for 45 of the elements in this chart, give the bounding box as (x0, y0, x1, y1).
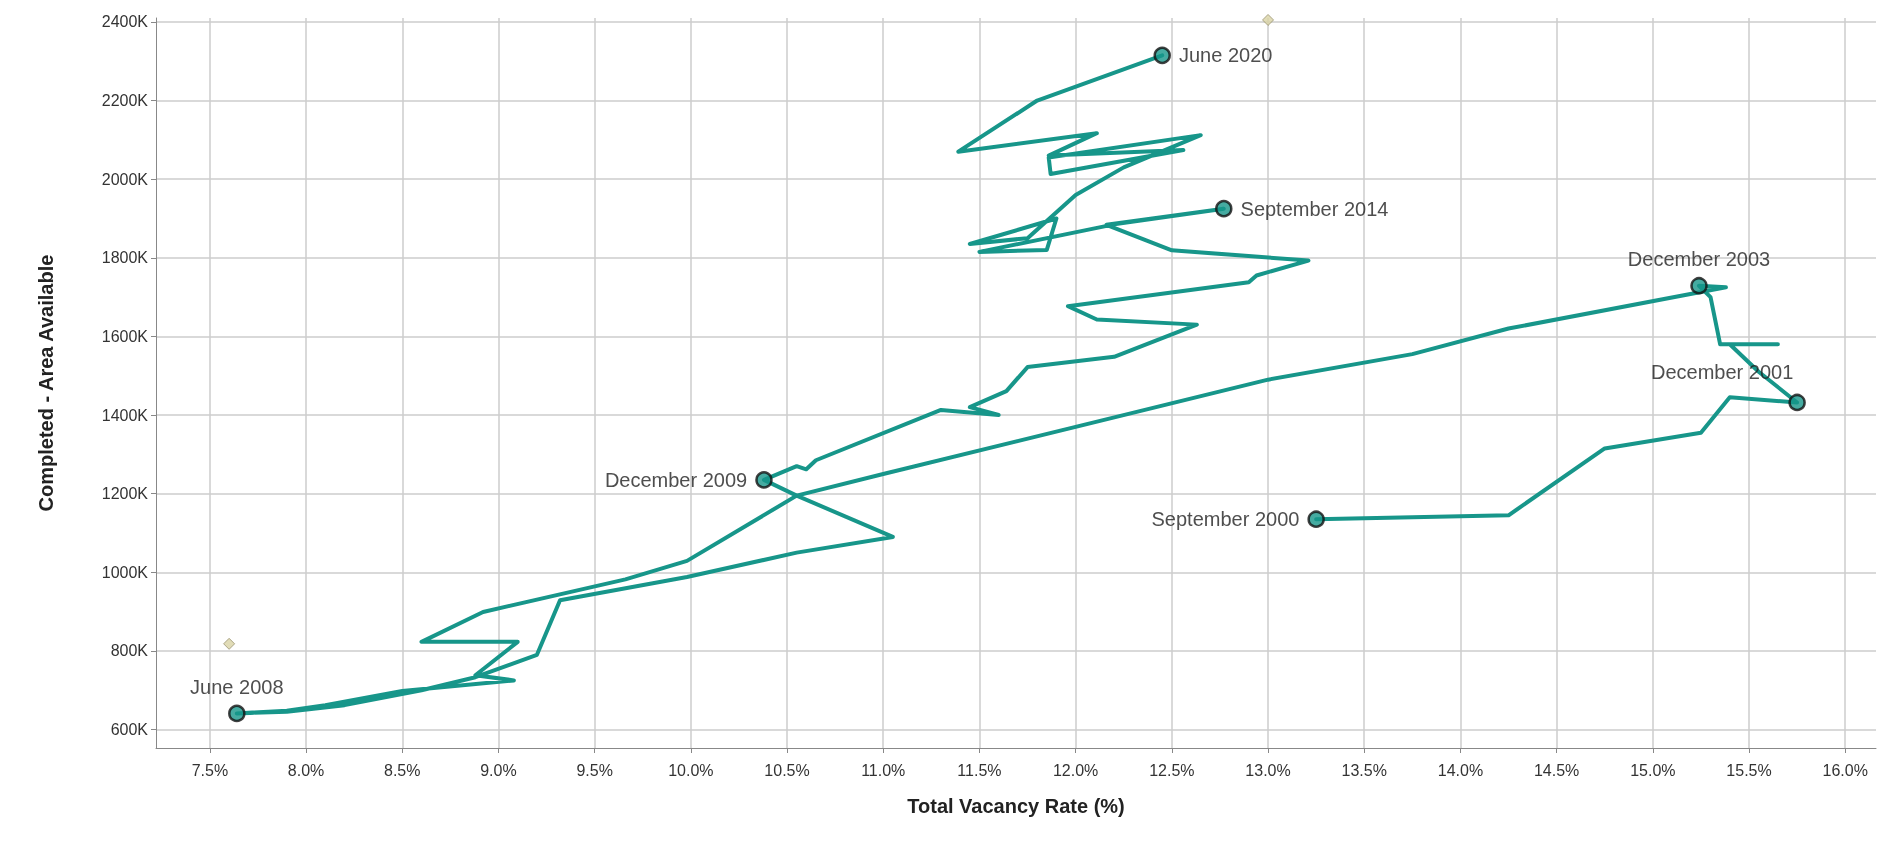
y-tick-label: 1000K (101, 563, 149, 581)
y-tick-label: 2200K (101, 92, 149, 110)
x-tick-label: 14.5% (1533, 761, 1580, 779)
x-tick-label: 10.5% (764, 761, 810, 779)
y-tick-label: 2400K (101, 13, 149, 31)
point (1215, 199, 1233, 218)
annotation: June 2008 (190, 675, 284, 698)
x-tick-label: 11.5% (957, 761, 1002, 779)
annotation: December 2003 (1627, 247, 1771, 270)
y-tick-label: 1400K (101, 406, 149, 424)
y-tick-label: 1800K (101, 249, 149, 267)
y-tick-label: 800K (110, 642, 149, 660)
x-tick-label: 12.5% (1149, 761, 1195, 779)
point (228, 704, 246, 723)
annotation: September 2014 (1240, 197, 1389, 220)
x-tick-label: 15.5% (1726, 761, 1772, 779)
annotation: September 2000 (1151, 508, 1300, 531)
x-tick-label: 10.0% (668, 761, 714, 779)
x-tick-label: 9.0% (480, 761, 517, 779)
point (223, 637, 236, 650)
y-axis-title: Completed - Area Available (35, 254, 57, 512)
x-tick-label: 8.5% (384, 761, 421, 779)
y-tick-label: 1600K (101, 327, 149, 345)
annotation: December 2009 (604, 468, 748, 491)
x-tick-label: 16.0% (1822, 761, 1868, 779)
y-tick-label: 2000K (101, 170, 149, 188)
point (1307, 510, 1325, 528)
x-tick-label: 11.0% (861, 761, 906, 779)
y-tick-label: 600K (110, 721, 149, 739)
x-tick-label: 8.0% (287, 761, 325, 779)
x-tick-label: 13.0% (1245, 761, 1291, 779)
point (1153, 46, 1171, 65)
x-tick-label: 7.5% (191, 761, 229, 779)
annotation: June 2020 (1178, 44, 1273, 67)
point (1690, 276, 1708, 295)
x-tick-label: 15.0% (1630, 761, 1676, 779)
y-tick-label: 1200K (101, 485, 149, 503)
x-tick-label: 12.0% (1052, 761, 1099, 779)
x-tick-label: 13.5% (1341, 761, 1387, 779)
point (1788, 393, 1806, 412)
point (755, 471, 773, 489)
x-tick-label: 14.0% (1437, 761, 1484, 779)
point (1262, 13, 1275, 26)
x-tick-label: 9.5% (576, 761, 613, 779)
x-axis-title: Total Vacancy Rate (%) (907, 795, 1125, 817)
